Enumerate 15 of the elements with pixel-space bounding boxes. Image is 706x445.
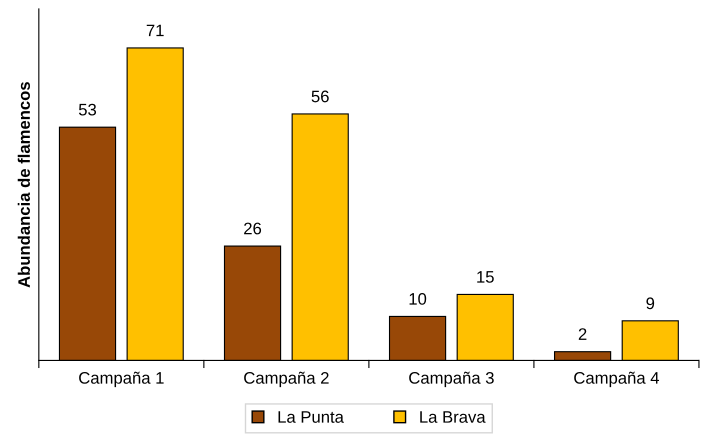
y-axis-title: Abundancia de flamencos	[18, 82, 30, 288]
legend-label: La Brava	[420, 411, 486, 423]
legend-label: La Punta	[278, 411, 344, 423]
data-label: 15	[477, 271, 494, 283]
data-label: 9	[646, 297, 654, 310]
data-label: 2	[578, 328, 586, 340]
data-label: 26	[244, 222, 262, 234]
data-label: 56	[312, 90, 329, 102]
data-label: 10	[410, 293, 426, 305]
data-label: 71	[146, 24, 164, 36]
x-tick-label: Campaña 1	[79, 372, 164, 388]
x-tick-label: Campaña 4	[574, 372, 660, 388]
x-tick-label: Campaña 2	[244, 372, 329, 388]
data-label: 53	[78, 104, 96, 116]
x-tick-label: Campaña 3	[409, 372, 494, 388]
